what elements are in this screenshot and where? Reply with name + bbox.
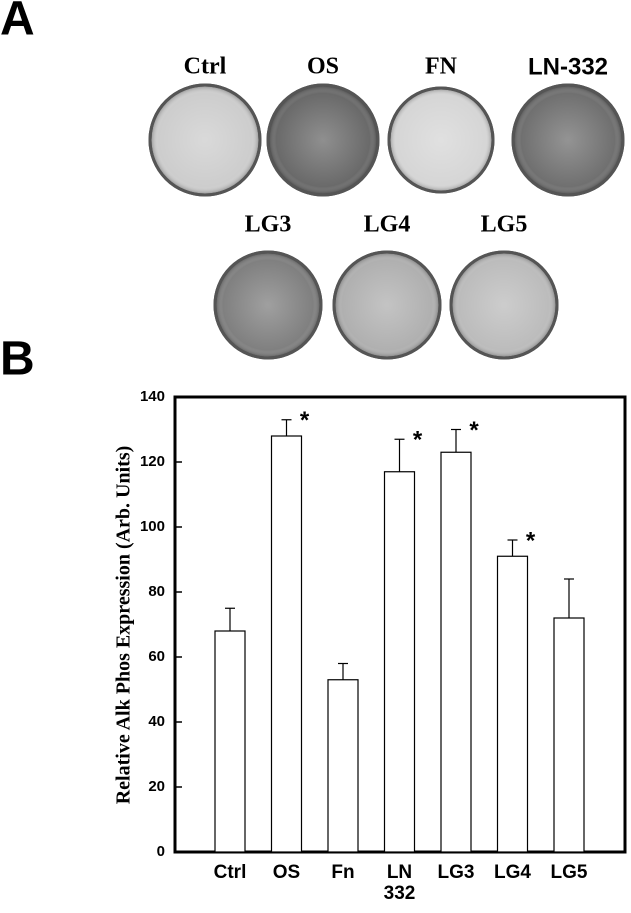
y-axis-label: Relative Alk Phos Expression (Arb. Units… [113, 446, 135, 805]
x-tick-label: LG5 [550, 862, 588, 883]
bar [214, 630, 246, 853]
dish-shade [387, 86, 495, 194]
y-tick-label: 120 [140, 453, 165, 470]
panel-label: A [0, 0, 35, 46]
x-tick-label: OS [272, 862, 301, 883]
x-tick-label: LG4 [494, 862, 531, 883]
x-tick-label: LN 332 [383, 862, 416, 904]
bar [496, 555, 529, 853]
significance-marker: * [526, 527, 536, 554]
dish-label: Ctrl [184, 54, 227, 80]
dish-shade [449, 250, 559, 360]
y-tick-label: 40 [148, 713, 165, 730]
significance-marker: * [300, 407, 310, 434]
dish-label: LG4 [364, 212, 411, 238]
dish-shade [148, 83, 262, 197]
y-tick-label: 20 [148, 778, 165, 795]
dish-shade [332, 250, 442, 360]
x-tick-label: Ctrl [213, 862, 247, 883]
bar [553, 617, 585, 853]
dish-label: LG5 [481, 212, 528, 238]
dish-label: LN-332 [528, 53, 608, 80]
dish-label: FN [425, 54, 458, 80]
dishes [148, 83, 625, 360]
y-tick-label: 0 [157, 843, 165, 860]
significance-marker: * [413, 427, 423, 454]
dish-shade [213, 250, 323, 360]
y-tick-label: 60 [148, 648, 165, 665]
dish-label: OS [307, 54, 339, 80]
significance-marker: * [469, 417, 479, 444]
dish-label: LG3 [245, 212, 292, 238]
y-tick-label: 100 [140, 518, 165, 535]
dish-shade [266, 83, 380, 197]
bar [440, 451, 472, 853]
y-tick-label: 140 [140, 388, 165, 405]
bar [270, 435, 303, 853]
x-tick-label: LG3 [437, 862, 475, 883]
bar [383, 471, 416, 853]
y-tick-label: 80 [148, 583, 165, 600]
dish-shade [511, 83, 625, 197]
panel-label: B [0, 333, 35, 386]
bar [327, 679, 359, 853]
x-tick-label: Fn [331, 862, 355, 883]
